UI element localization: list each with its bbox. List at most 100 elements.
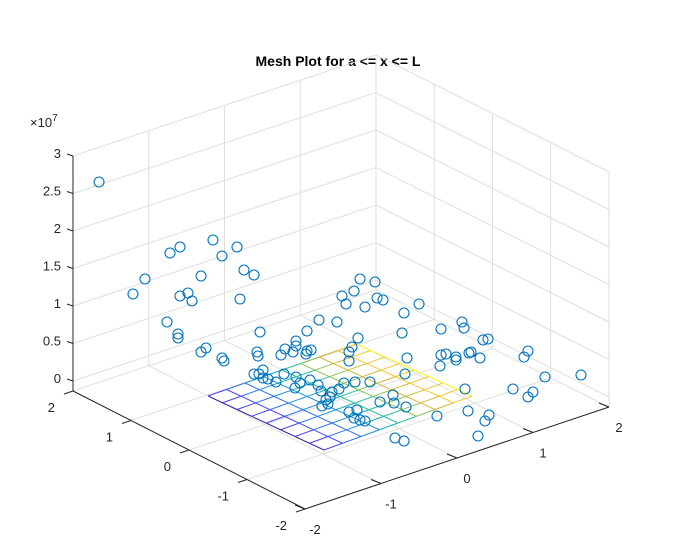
scatter-point (440, 348, 452, 360)
mesh-line (397, 415, 417, 424)
mesh-line (226, 382, 246, 390)
mesh-line (331, 415, 351, 424)
scatter-point (290, 371, 302, 383)
mesh-line (240, 389, 260, 397)
mesh-line (273, 395, 289, 404)
mesh-line (372, 389, 392, 397)
mesh-line (236, 409, 252, 417)
mesh-line (335, 402, 355, 411)
mesh-line (284, 409, 304, 417)
scatter-point (462, 405, 474, 417)
mesh-line (296, 369, 316, 378)
floor-gridline (300, 314, 534, 433)
mesh-line (317, 415, 333, 424)
mesh-line (269, 409, 285, 417)
scatter-point (301, 345, 313, 357)
mesh-line (424, 382, 444, 391)
mesh-line (207, 389, 227, 397)
axes-grid (72, 54, 610, 510)
scatter-point (387, 389, 399, 401)
floor-gridline (246, 377, 551, 480)
mesh-line (351, 356, 367, 365)
mesh-line (428, 376, 444, 384)
scatter-point (326, 386, 338, 398)
scatter-point (435, 349, 447, 361)
mesh-line (318, 350, 338, 358)
mesh-line (263, 376, 279, 384)
mesh-line (409, 382, 425, 391)
mesh-line (424, 389, 440, 397)
y-tick (179, 449, 190, 454)
mesh-line (380, 363, 400, 371)
mesh-line (309, 436, 329, 444)
scatter-point (343, 346, 355, 358)
mesh-line (350, 409, 370, 417)
scatter-point (477, 334, 489, 346)
mesh-line (413, 369, 429, 377)
scatter-point (458, 322, 470, 334)
mesh-line (434, 402, 454, 410)
scatter-point (351, 404, 363, 416)
scatter-point (248, 269, 260, 281)
scatter-point (399, 368, 411, 380)
mesh-line (251, 409, 271, 417)
mesh-line (405, 395, 421, 404)
scatter-point (312, 379, 324, 391)
z-tick (66, 378, 74, 382)
scatter-point (434, 360, 446, 372)
scatter-point (186, 295, 198, 307)
mesh-line (331, 422, 347, 431)
mesh-line (364, 415, 384, 424)
scatter-point (348, 412, 360, 424)
mesh-line (339, 389, 359, 397)
mesh-line (387, 395, 407, 404)
scatter-point (539, 371, 551, 383)
mesh-line (355, 343, 371, 351)
scatter-point (287, 346, 299, 358)
scatter-point (472, 430, 484, 442)
scatter-point (93, 176, 105, 188)
mesh-line (399, 363, 415, 371)
mesh-line (302, 402, 322, 411)
scatter-point (172, 332, 184, 344)
scatter-point (450, 351, 462, 363)
scatter-point (348, 285, 360, 297)
scatter-markers (93, 176, 587, 447)
mesh-line (327, 436, 343, 444)
mesh-line (438, 389, 458, 397)
scatter-point (343, 355, 355, 367)
mesh-line (347, 363, 367, 371)
scatter-point (352, 332, 364, 344)
scatter-point (522, 345, 534, 357)
mesh-line (383, 409, 403, 417)
mesh-line (376, 382, 392, 391)
scatter-point (254, 326, 266, 338)
mesh-line (442, 382, 458, 390)
mesh-line (401, 409, 417, 417)
scatter-point (238, 264, 250, 276)
x-tick (446, 453, 458, 459)
mesh-line (313, 429, 329, 437)
mesh-line (350, 415, 366, 424)
z-tick (66, 228, 74, 232)
scatter-point (174, 290, 186, 302)
mesh-line (300, 363, 316, 371)
mesh-line (222, 402, 238, 410)
z-tick-label: 0 (54, 371, 61, 386)
scatter-point (315, 385, 327, 397)
scatter-point (388, 397, 400, 409)
scatter-point (482, 333, 494, 345)
scatter-point (474, 352, 486, 364)
mesh-line (222, 395, 242, 404)
z-tick-label: 0.5 (43, 334, 61, 349)
scatter-point (374, 396, 386, 408)
mesh-line (358, 389, 374, 397)
mesh-line (362, 369, 382, 378)
scatter-point (257, 372, 269, 384)
scatter-point (322, 398, 334, 410)
mesh-line (384, 356, 400, 364)
scatter-point (290, 335, 302, 347)
mesh-line (294, 436, 310, 444)
scatter-point (248, 368, 260, 380)
scatter-point (354, 414, 366, 426)
